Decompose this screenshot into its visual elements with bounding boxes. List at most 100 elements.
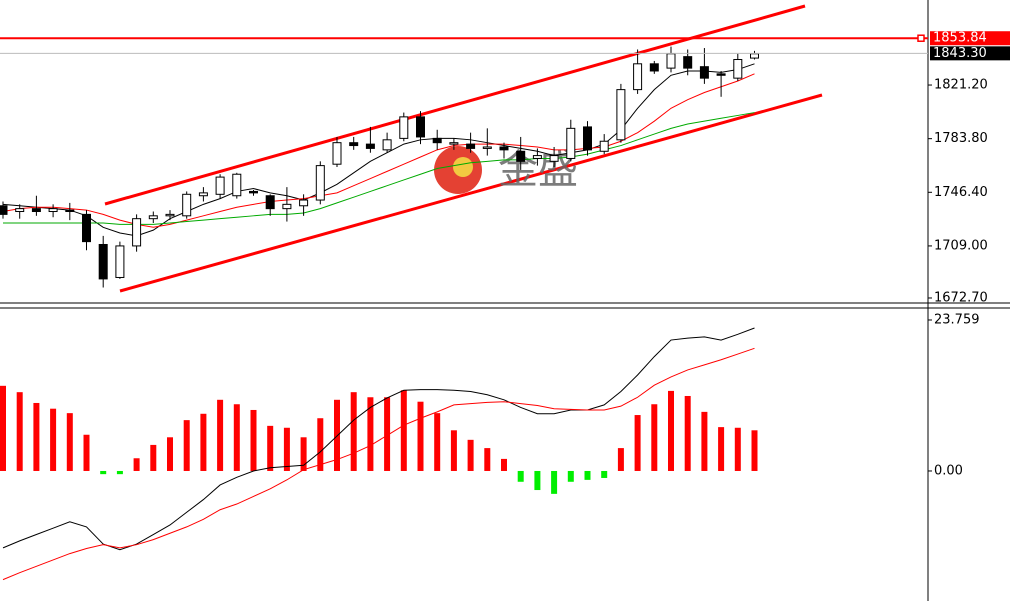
candle-body: [282, 203, 292, 210]
indicator-line: [3, 112, 755, 225]
candle-body: [48, 208, 58, 213]
watermark: 金盛: [434, 146, 578, 194]
candle-body: [65, 209, 75, 213]
histogram-bar: [317, 418, 324, 471]
histogram-bar: [183, 420, 190, 471]
candle-body: [332, 142, 342, 165]
histogram-bar: [300, 437, 307, 471]
histogram-bar: [434, 413, 441, 471]
histogram-bar: [217, 399, 224, 471]
candle-body: [716, 73, 726, 76]
y-tick-label: 1821.20: [934, 78, 988, 93]
candle-body: [0, 205, 8, 215]
candle-body: [382, 139, 392, 151]
histogram-bar: [634, 415, 641, 471]
price-line-label: 1853.84: [933, 31, 987, 46]
candle-body: [165, 213, 175, 217]
candle-body: [566, 127, 576, 159]
candle-body: [148, 215, 158, 220]
watermark-text: 金盛: [498, 147, 578, 193]
histogram-bar: [651, 404, 658, 471]
histogram-bar: [350, 392, 357, 471]
candle-body: [516, 150, 526, 162]
candle-body: [299, 199, 309, 207]
histogram-bar: [66, 413, 73, 471]
histogram-bar: [601, 470, 608, 478]
watermark-logo: [453, 157, 473, 177]
y-tick-label: 23.759: [934, 312, 980, 327]
candle-body: [466, 143, 476, 149]
candle-body: [82, 213, 91, 243]
candle-body: [198, 192, 208, 197]
candle-body: [616, 89, 626, 141]
candle-body: [482, 146, 492, 149]
candle-body: [265, 195, 275, 210]
y-tick-label: 0.00: [934, 463, 963, 478]
histogram-bar: [567, 470, 574, 482]
histogram-bar: [116, 470, 123, 475]
histogram-bar: [50, 408, 57, 471]
candle-body: [683, 56, 693, 69]
histogram-bar: [33, 402, 40, 471]
histogram-bar: [751, 430, 758, 471]
candle-body: [215, 176, 225, 195]
candle-body: [399, 116, 409, 139]
indicator-line: [2, 63, 755, 237]
candle-body: [232, 173, 242, 197]
last-price-label-box: [930, 46, 1010, 61]
candle-body: [583, 126, 592, 151]
candle-body: [649, 63, 659, 72]
histogram-bar: [400, 390, 407, 471]
candle-body: [365, 143, 375, 149]
histogram-bar: [16, 392, 23, 471]
histogram-bar: [384, 397, 391, 471]
candle-body: [249, 190, 258, 194]
histogram-bar: [283, 427, 290, 471]
candle-body: [666, 53, 676, 69]
histogram-bar: [501, 458, 507, 471]
candle-body: [449, 142, 459, 145]
candle-body: [349, 142, 359, 147]
candle-body: [432, 137, 442, 144]
candle-body: [15, 208, 25, 213]
price-line-marker: [917, 34, 925, 42]
histogram-bar: [718, 427, 725, 471]
histogram-bar: [534, 470, 541, 491]
histogram-bar: [701, 411, 708, 471]
histogram-bar: [0, 385, 6, 471]
indicator-line: [2, 73, 755, 228]
histogram-bar: [133, 458, 140, 471]
histogram-bar: [551, 470, 558, 494]
candle-body: [182, 193, 192, 217]
candle-body: [98, 243, 108, 280]
candle-body: [733, 59, 743, 79]
histogram-bar: [167, 437, 173, 471]
histogram-bar: [734, 427, 741, 471]
y-tick-label: 1672.70: [934, 290, 988, 305]
histogram-bar: [83, 434, 90, 471]
histogram-bar: [668, 390, 674, 471]
candle-body: [599, 140, 609, 152]
indicator-line: [2, 327, 755, 551]
histogram-bar: [267, 425, 274, 471]
trend-channel-lower: [119, 93, 823, 293]
candle-body: [315, 165, 325, 201]
candle-body: [31, 208, 41, 213]
histogram-bar: [367, 397, 374, 471]
histogram-bar: [100, 470, 107, 475]
candle-body: [750, 53, 759, 59]
candle-body: [115, 245, 125, 278]
histogram-bar: [584, 470, 591, 480]
candle-body: [549, 155, 559, 162]
candle-body: [699, 66, 709, 79]
histogram-bar: [233, 404, 240, 471]
histogram-bar: [150, 444, 157, 471]
histogram-bar: [467, 439, 474, 471]
y-tick-label: 1746.40: [934, 185, 988, 200]
candle-body: [499, 146, 509, 151]
last-price-label: 1843.30: [933, 46, 987, 61]
histogram-bar: [617, 448, 624, 471]
price-line-label-box: [930, 31, 1010, 46]
